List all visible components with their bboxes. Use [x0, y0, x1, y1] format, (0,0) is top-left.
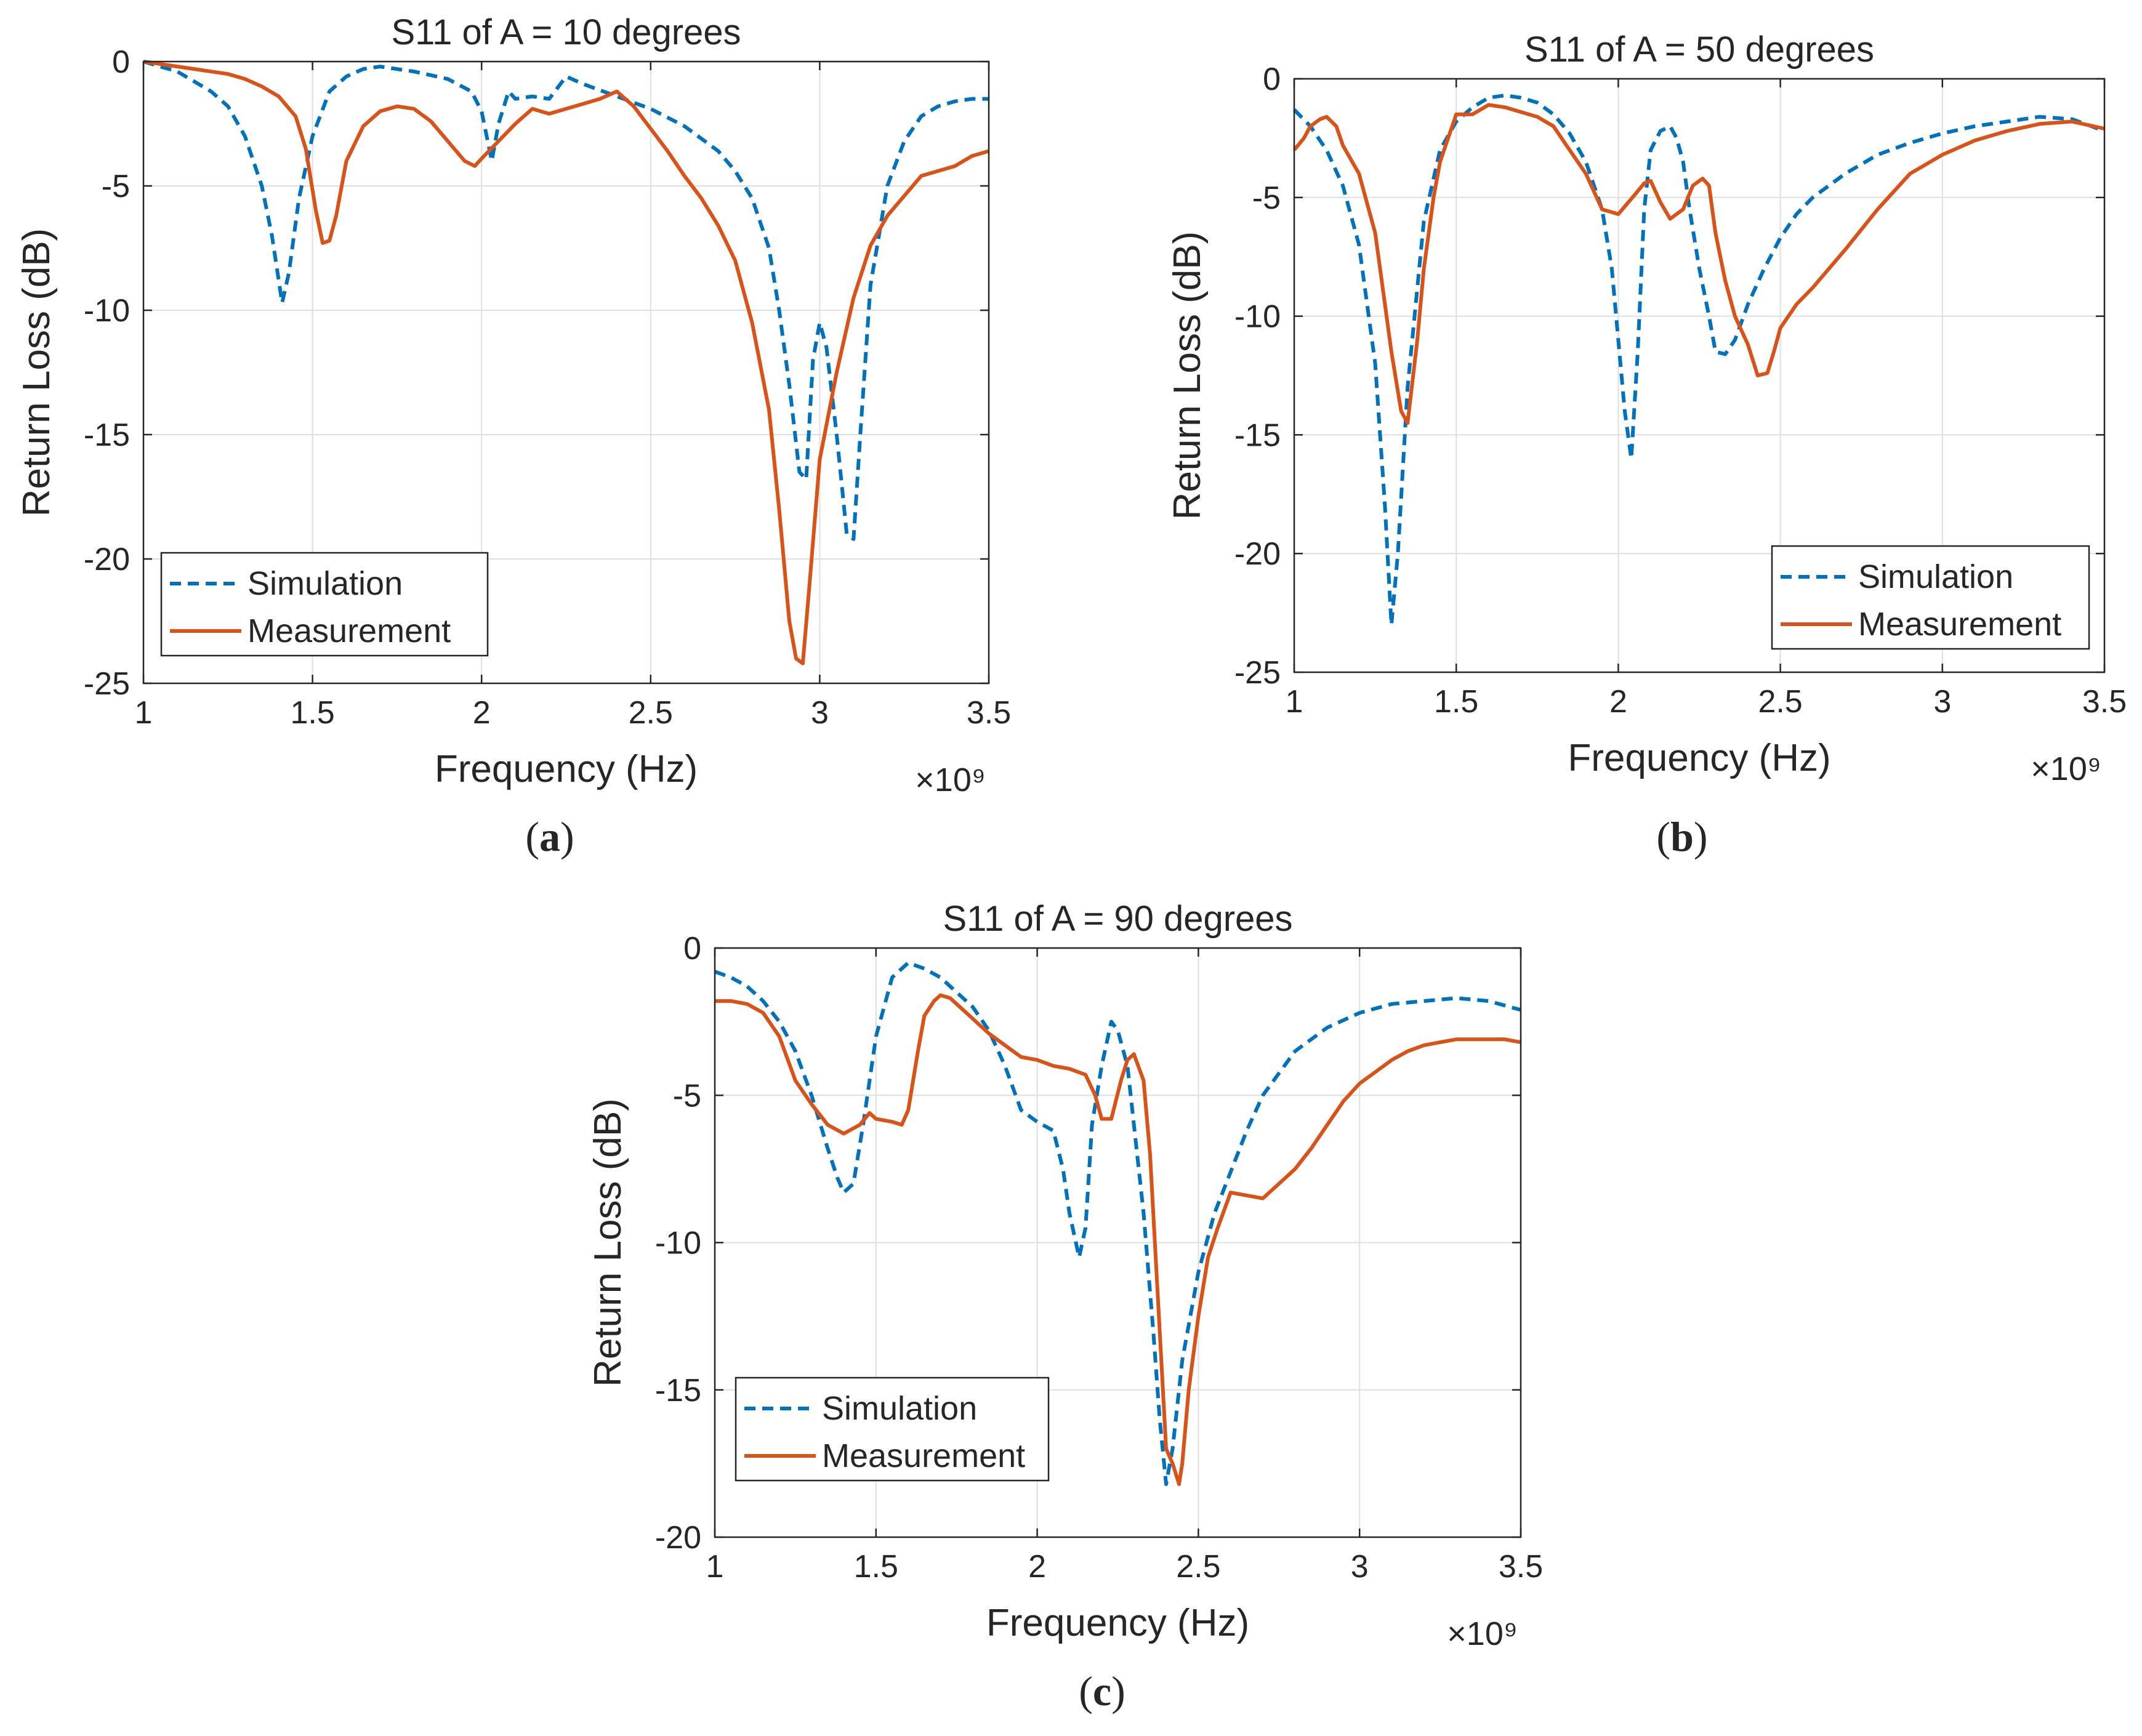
x-tick-label: 1.5 [290, 695, 334, 731]
y-axis-label: Return Loss (dB) [15, 228, 58, 517]
y-tick-label: -10 [84, 293, 130, 329]
y-tick-label: 0 [683, 931, 701, 966]
chart-title: S11 of A = 50 degrees [1524, 30, 1874, 70]
x-axis-exponent: ×10⁹ [915, 762, 986, 798]
x-axis-label: Frequency (Hz) [435, 748, 698, 790]
x-tick-label: 3 [811, 695, 829, 731]
y-tick-label: -5 [102, 169, 130, 204]
y-tick-label: 0 [1263, 62, 1281, 97]
measurement-series-line [1292, 103, 2105, 425]
axes-box [142, 60, 990, 685]
measurement-series-line [143, 60, 989, 665]
legend-label-simulation: Simulation [1858, 558, 2013, 595]
y-tick-label: -20 [655, 1520, 701, 1556]
y-tick-label: -20 [84, 542, 130, 577]
legend-box [160, 552, 489, 657]
y-tick-label: -25 [1234, 655, 1281, 691]
x-tick-label: 2 [1609, 684, 1627, 720]
axes-box [1293, 78, 2106, 673]
simulation-series-line [714, 960, 1521, 1486]
simulation-series-line [1292, 94, 2106, 627]
y-tick-label: -15 [1234, 417, 1281, 453]
chart-title: S11 of A = 10 degrees [391, 12, 741, 52]
y-axis-label: Return Loss (dB) [1166, 231, 1209, 520]
y-tick-label: -15 [655, 1373, 701, 1408]
panel-b: 1 1.5 2 2.5 3 3.5 0 -5 -10 -15 -20 -25 S11 of A = 50… [1166, 30, 2127, 860]
x-tick-label: 3.5 [2082, 684, 2127, 720]
x-axis-label: Frequency (Hz) [1568, 737, 1830, 779]
simulation-series-line [143, 60, 989, 541]
x-tick-label: 3 [1351, 1549, 1369, 1585]
legend-label-measurement: Measurement [822, 1437, 1025, 1474]
x-tick-label: 2.5 [1758, 684, 1802, 720]
y-tick-label: -10 [655, 1226, 701, 1261]
panel-caption: (a) [525, 813, 574, 860]
legend-label-measurement: Measurement [1858, 606, 2061, 643]
panel-c: 1 1.5 2 2.5 3 3.5 0 -5 -10 -15 -20 S11 of A = 90 de… [587, 899, 1543, 1714]
x-axis-label: Frequency (Hz) [986, 1602, 1249, 1644]
x-tick-label: 2.5 [629, 695, 673, 731]
x-tick-label: 3.5 [1499, 1549, 1543, 1585]
x-tick-label: 2 [1028, 1549, 1046, 1585]
y-tick-label: -10 [1234, 299, 1281, 335]
x-axis-exponent: ×10⁹ [1447, 1615, 1518, 1652]
x-tick-label: 2.5 [1176, 1549, 1220, 1585]
y-tick-label: -5 [673, 1078, 701, 1114]
panel-caption: (c) [1079, 1668, 1125, 1714]
panel-a: 1 1.5 2 2.5 3 3.5 0 -5 -10 -15 -20 -25 S11 of A = 10… [15, 12, 1011, 860]
y-tick-label: -20 [1234, 536, 1281, 572]
measurement-series-line [715, 993, 1521, 1486]
x-tick-label: 3 [1933, 684, 1951, 720]
x-tick-label: 2 [473, 695, 491, 731]
legend-label-measurement: Measurement [248, 613, 451, 649]
x-tick-label: 3.5 [967, 695, 1011, 731]
panel-caption: (b) [1656, 813, 1707, 860]
y-tick-label: -15 [84, 417, 130, 453]
x-tick-label: 1 [135, 695, 153, 731]
y-axis-label: Return Loss (dB) [587, 1098, 629, 1387]
x-tick-label: 1.5 [854, 1549, 898, 1585]
x-axis-exponent: ×10⁹ [2031, 750, 2101, 787]
legend-label-simulation: Simulation [248, 565, 403, 602]
x-tick-label: 1 [1286, 684, 1303, 720]
y-tick-label: -5 [1252, 180, 1281, 216]
legend-label-simulation: Simulation [822, 1390, 977, 1427]
y-tick-label: -25 [84, 666, 130, 702]
x-tick-label: 1 [706, 1549, 724, 1585]
legend-box [1771, 545, 2090, 650]
x-tick-label: 1.5 [1434, 684, 1478, 720]
y-tick-label: 0 [112, 44, 130, 80]
legend-box [735, 1376, 1050, 1482]
chart-title: S11 of A = 90 degrees [943, 899, 1292, 939]
